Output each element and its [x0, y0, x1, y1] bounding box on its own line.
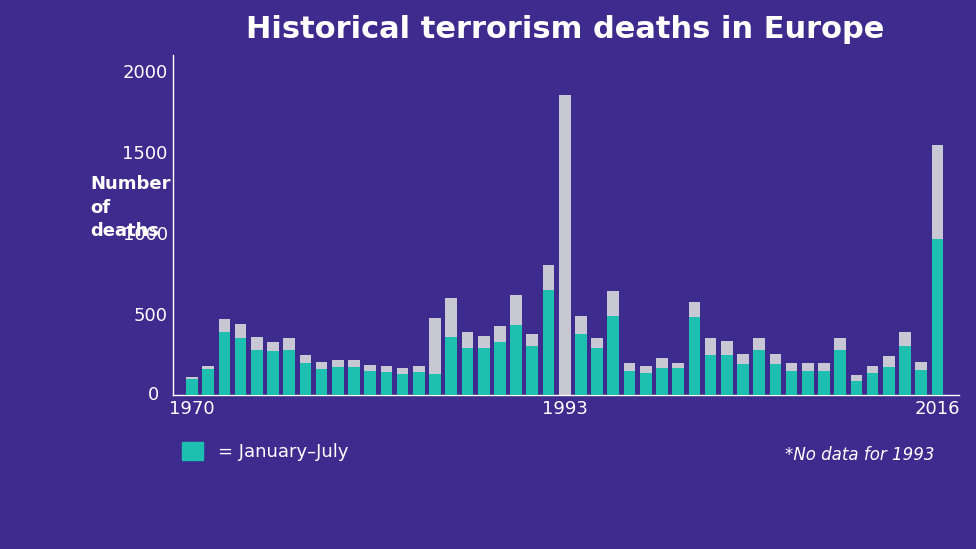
Bar [607, 316, 619, 395]
Bar [802, 363, 814, 395]
Bar [494, 326, 506, 395]
Bar [267, 351, 279, 395]
Bar [851, 380, 862, 395]
Bar [721, 341, 733, 395]
Legend: = January–July: = January–July [182, 441, 348, 461]
Text: Number
of
deaths: Number of deaths [90, 175, 171, 240]
Bar [834, 350, 846, 395]
Bar [478, 348, 490, 395]
Bar [186, 379, 198, 395]
Bar [543, 265, 554, 395]
Bar [915, 370, 927, 395]
Bar [332, 367, 344, 395]
Bar [786, 363, 797, 395]
Bar [235, 324, 246, 395]
Bar [413, 372, 425, 395]
Bar [283, 350, 295, 395]
Bar [575, 334, 587, 395]
Bar [397, 368, 409, 395]
Bar [769, 365, 781, 395]
Bar [624, 363, 635, 395]
Bar [348, 367, 360, 395]
Bar [656, 358, 668, 395]
Bar [818, 371, 830, 395]
Bar [753, 338, 765, 395]
Bar [445, 337, 457, 395]
Bar [462, 348, 473, 395]
Bar [186, 377, 198, 395]
Bar [915, 362, 927, 395]
Bar [283, 338, 295, 395]
Bar [445, 298, 457, 395]
Bar [932, 145, 943, 395]
Bar [316, 369, 327, 395]
Bar [899, 346, 911, 395]
Bar [559, 95, 571, 395]
Bar [510, 326, 522, 395]
Bar [219, 332, 230, 395]
Bar [769, 354, 781, 395]
Bar [883, 356, 895, 395]
Bar [883, 367, 895, 395]
Bar [688, 302, 700, 395]
Bar [591, 348, 603, 395]
Bar [526, 334, 538, 395]
Bar [235, 338, 246, 395]
Bar [834, 338, 846, 395]
Bar [851, 375, 862, 395]
Bar [429, 374, 441, 395]
Bar [413, 366, 425, 395]
Bar [316, 362, 327, 395]
Bar [640, 373, 652, 395]
Bar [510, 295, 522, 395]
Bar [640, 366, 652, 395]
Bar [364, 365, 376, 395]
Bar [348, 360, 360, 395]
Bar [300, 355, 311, 395]
Bar [721, 355, 733, 395]
Bar [591, 338, 603, 395]
Text: *No data for 1993: *No data for 1993 [786, 446, 935, 464]
Bar [478, 336, 490, 395]
Bar [753, 350, 765, 395]
Bar [462, 332, 473, 395]
Bar [607, 292, 619, 395]
Bar [672, 368, 684, 395]
Bar [705, 355, 716, 395]
Bar [381, 372, 392, 395]
Bar [575, 316, 587, 395]
Bar [786, 371, 797, 395]
Bar [656, 368, 668, 395]
Bar [219, 319, 230, 395]
Bar [251, 350, 263, 395]
Bar [818, 363, 830, 395]
Bar [202, 366, 214, 395]
Bar [624, 371, 635, 395]
Bar [672, 363, 684, 395]
Bar [364, 371, 376, 395]
Text: 0: 0 [148, 386, 159, 404]
Bar [332, 360, 344, 395]
Bar [494, 341, 506, 395]
Bar [688, 317, 700, 395]
Bar [526, 346, 538, 395]
Bar [705, 338, 716, 395]
Bar [300, 363, 311, 395]
Bar [737, 365, 749, 395]
Bar [867, 373, 878, 395]
Bar [429, 318, 441, 395]
Bar [202, 369, 214, 395]
Bar [737, 354, 749, 395]
Bar [867, 366, 878, 395]
Bar [267, 343, 279, 395]
Bar [802, 371, 814, 395]
Bar [251, 337, 263, 395]
Bar [381, 366, 392, 395]
Bar [899, 332, 911, 395]
Bar [397, 374, 409, 395]
Bar [543, 290, 554, 395]
Bar [932, 239, 943, 395]
Title: Historical terrorism deaths in Europe: Historical terrorism deaths in Europe [246, 15, 884, 44]
